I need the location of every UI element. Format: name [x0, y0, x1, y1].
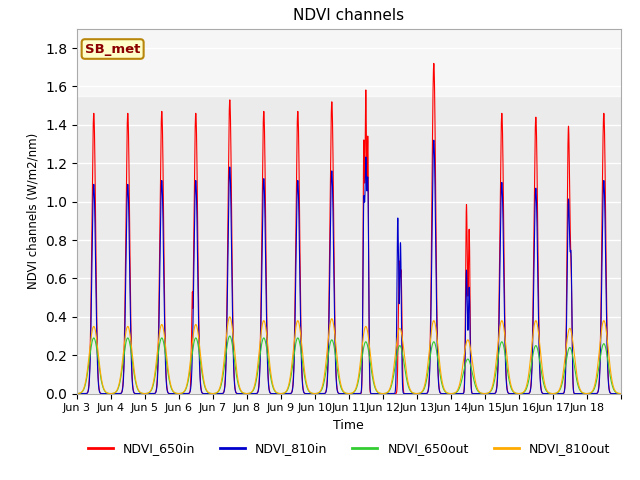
Y-axis label: NDVI channels (W/m2/nm): NDVI channels (W/m2/nm): [26, 133, 40, 289]
Bar: [77, 29, 621, 96]
Text: SB_met: SB_met: [85, 43, 140, 56]
Title: NDVI channels: NDVI channels: [293, 9, 404, 24]
X-axis label: Time: Time: [333, 419, 364, 432]
Legend: NDVI_650in, NDVI_810in, NDVI_650out, NDVI_810out: NDVI_650in, NDVI_810in, NDVI_650out, NDV…: [83, 437, 615, 460]
